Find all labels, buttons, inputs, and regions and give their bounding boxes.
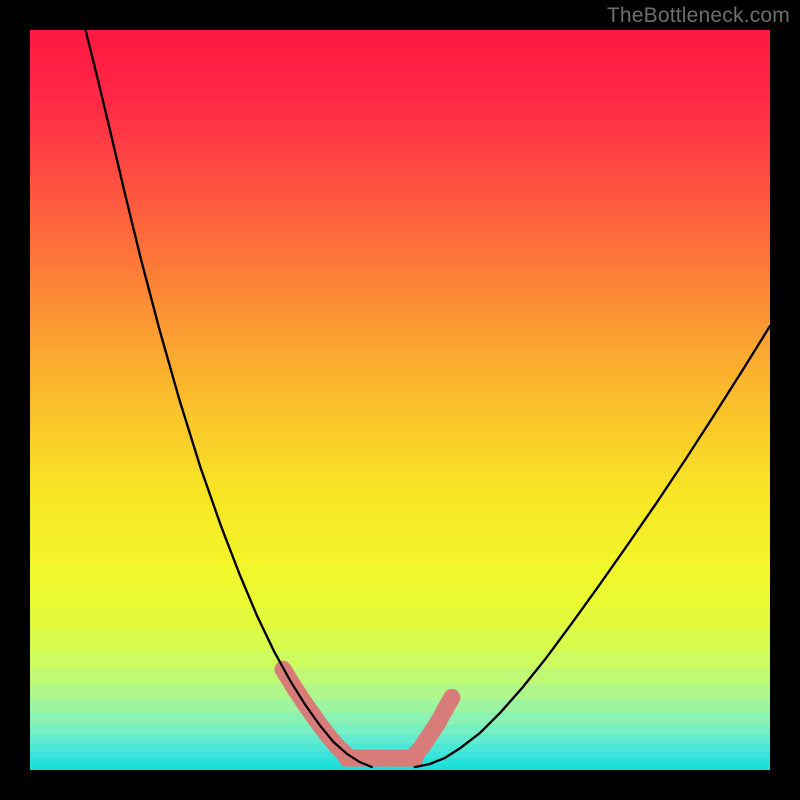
chart-container: TheBottleneck.com xyxy=(0,0,800,800)
plot-svg xyxy=(30,30,770,770)
watermark-text: TheBottleneck.com xyxy=(607,4,790,28)
bottleneck-plot xyxy=(30,30,770,770)
